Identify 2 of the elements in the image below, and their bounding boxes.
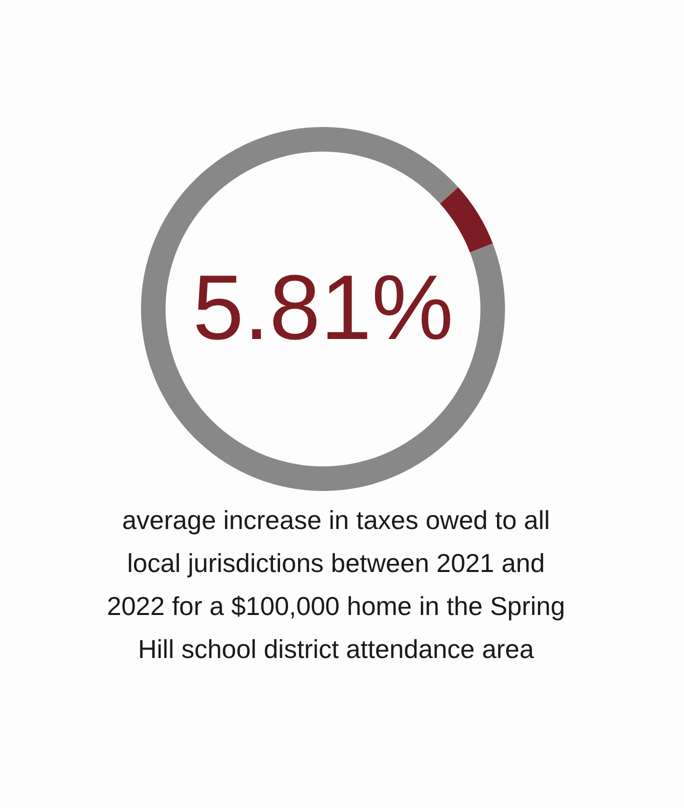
text: average increase in taxes owed to all local jurisdictions between 2021 and 2022 for a $100,000 home in the Spring Hill school district attendance area — [106, 504, 566, 666]
text: 5.81% — [192, 257, 454, 359]
